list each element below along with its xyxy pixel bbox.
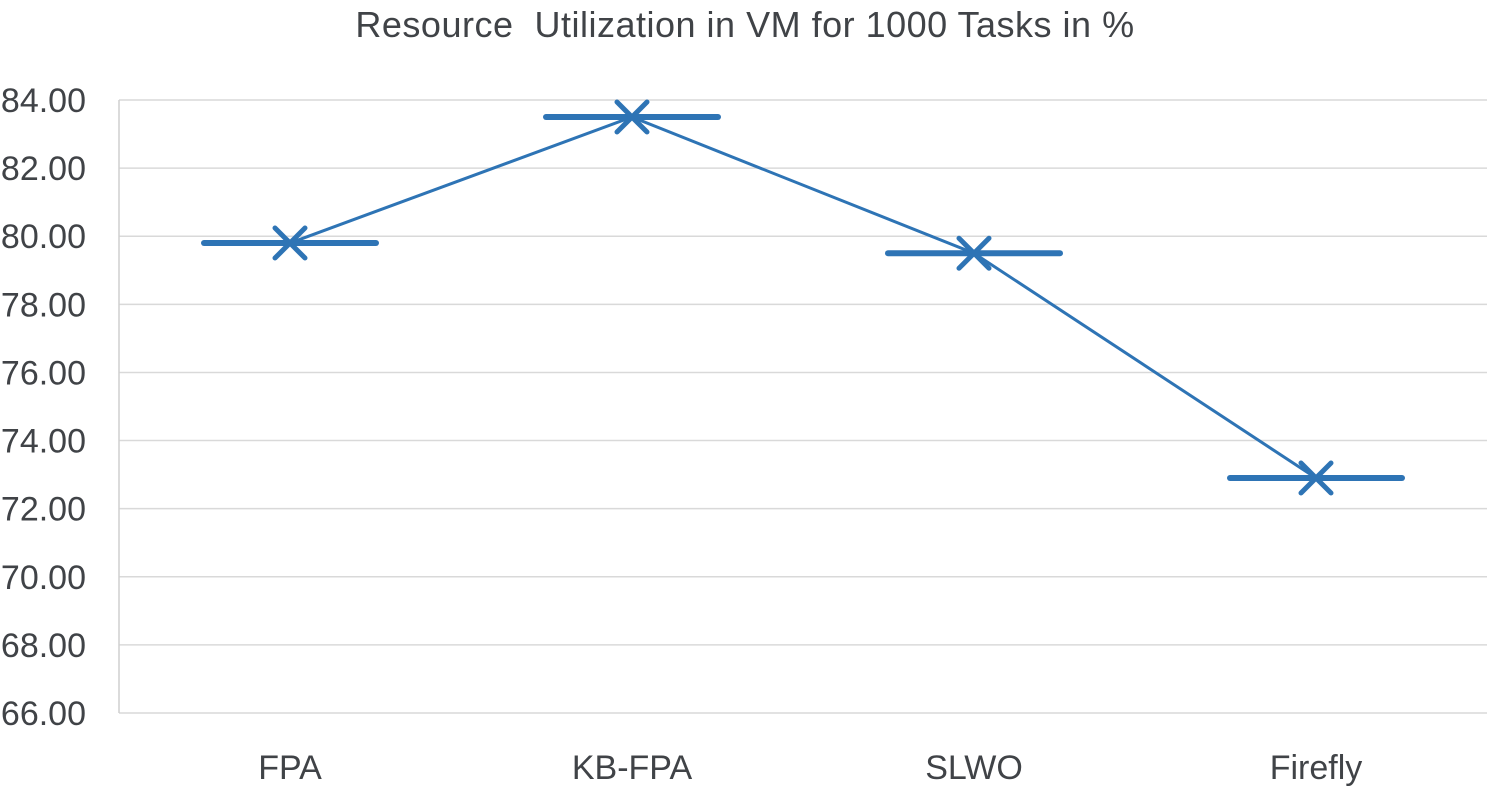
marker-x [1298,460,1334,496]
marker-x [956,235,992,271]
y-tick-label: 66.00 [1,695,86,733]
y-tick-label: 74.00 [1,423,86,461]
chart-title: Resource Utilization in VM for 1000 Task… [355,4,1135,45]
marker-x [272,225,308,261]
series-line [289,115,1317,480]
y-tick-label: 78.00 [1,286,86,324]
marker-x [614,99,650,135]
x-category-label: Firefly [1270,749,1363,787]
y-tick-label: 68.00 [1,627,86,665]
y-tick-label: 82.00 [1,150,86,188]
y-tick-label: 70.00 [1,559,86,597]
x-category-label: FPA [258,749,322,787]
x-category-label: SLWO [925,749,1023,787]
x-category-label: KB-FPA [572,749,693,787]
y-tick-label: 80.00 [1,218,86,256]
y-tick-label: 76.00 [1,354,86,392]
y-tick-label: 84.00 [1,82,86,120]
y-tick-label: 72.00 [1,491,86,529]
